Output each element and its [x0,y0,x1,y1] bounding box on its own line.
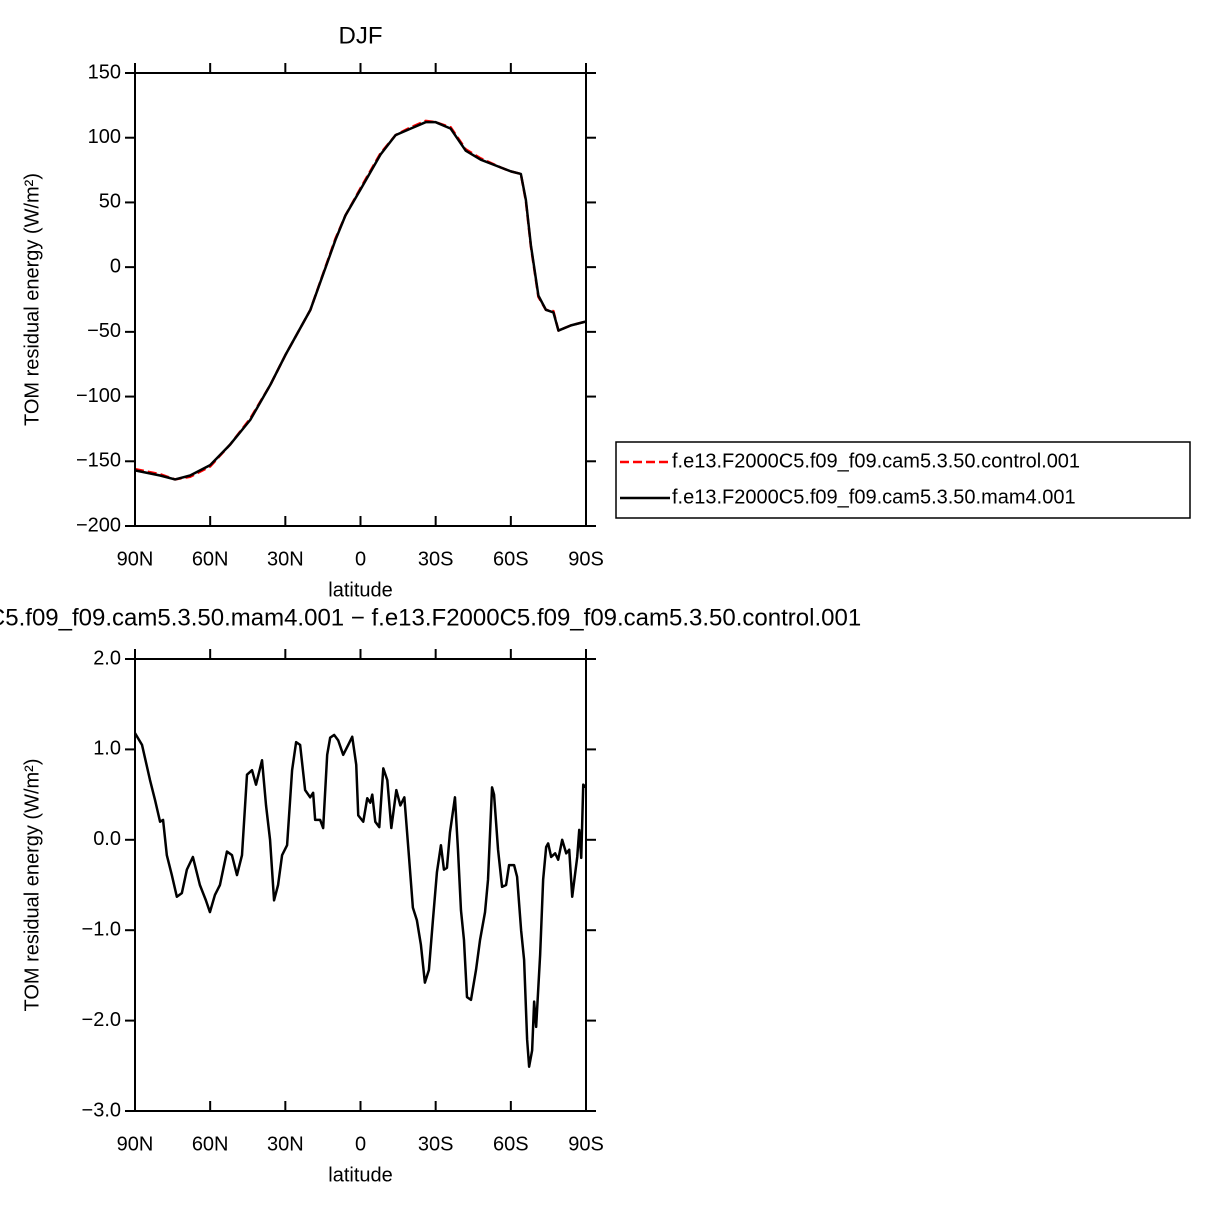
y-tick-label: −150 [76,450,121,472]
x-tick-label: 90N [117,1133,154,1155]
y-tick-label: −1.0 [82,918,121,940]
y-tick-label: −100 [76,385,121,407]
y-tick-label: 1.0 [93,738,121,760]
y-tick-label: 100 [88,126,121,148]
y-tick-label: 150 [88,61,121,83]
x-tick-label: 60N [192,548,229,570]
x-axis-label: latitude [328,579,393,601]
data-line [133,732,587,1068]
x-tick-label: 0 [355,1133,366,1155]
x-tick-label: 30S [418,1133,454,1155]
y-tick-label: 0 [110,255,121,277]
y-tick-label: 2.0 [93,647,121,669]
legend-label: f.e13.F2000C5.f09_f09.cam5.3.50.control.… [672,450,1080,472]
x-tick-label: 60S [493,1133,529,1155]
y-tick-label: −200 [76,514,121,536]
y-axis-label: TOM residual energy (W/m²) [21,758,43,1011]
x-tick-label: 30N [267,548,304,570]
x-tick-label: 90S [568,1133,604,1155]
data-line [134,120,587,481]
y-tick-label: 0.0 [93,828,121,850]
x-tick-label: 60S [493,548,529,570]
x-tick-label: 90N [117,548,154,570]
y-tick-label: −50 [87,320,121,342]
x-tick-label: 90S [568,548,604,570]
x-tick-label: 30N [267,1133,304,1155]
y-tick-label: −2.0 [82,1009,121,1031]
data-line [134,119,587,481]
x-tick-label: 0 [355,548,366,570]
y-tick-label: −3.0 [82,1099,121,1121]
x-tick-label: 60N [192,1133,229,1155]
legend-box [615,441,1191,519]
y-axis-label: TOM residual energy (W/m²) [21,173,43,426]
legend-label: f.e13.F2000C5.f09_f09.cam5.3.50.mam4.001 [672,486,1076,508]
x-tick-label: 30S [418,548,454,570]
y-tick-label: 50 [99,191,121,213]
chart-title: DJF [339,22,383,49]
x-axis-label: latitude [328,1164,393,1186]
plot-frame [134,72,587,527]
chart-title: f.e13.F2000C5.f09_f09.cam5.3.50.mam4.001… [0,604,861,631]
